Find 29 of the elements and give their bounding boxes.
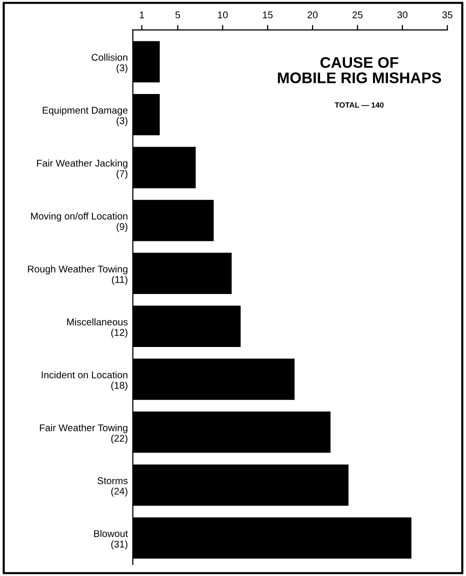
y-tick-label: Moving on/off Location — [31, 212, 128, 222]
y-tick-label: Fair Weather Towing — [40, 424, 128, 434]
x-tick-label: 30 — [397, 11, 408, 18]
x-tick-label: 1 — [140, 12, 144, 18]
y-tick-label: Fair Weather Jacking — [37, 160, 128, 169]
data-label: (22) — [111, 434, 128, 444]
x-tick-label: 10 — [218, 11, 228, 18]
x-tick-label: 35 — [442, 11, 452, 18]
data-label: (3) — [116, 117, 128, 126]
x-tick-label: 5 — [175, 12, 180, 18]
y-tick-label: Rough Weather Towing — [28, 265, 128, 274]
y-tick-label: Miscellaneous — [67, 318, 128, 326]
x-tick-label: 15 — [262, 12, 273, 18]
data-label: (31) — [111, 540, 128, 550]
y-tick-label: Collision — [92, 54, 128, 61]
data-label: (12) — [111, 328, 128, 338]
y-tick-label: Incident on Location — [42, 371, 128, 378]
y-tick-label: Storms — [98, 477, 128, 484]
text: CAUSE OF MOBILE RIG MISHAPS — [278, 57, 442, 84]
data-label: (24) — [111, 488, 128, 497]
y-tick-label: Equipment Damage — [42, 106, 128, 116]
x-tick-label: 20 — [308, 11, 318, 18]
x-tick-label: 25 — [352, 11, 362, 18]
data-label: (18) — [111, 382, 128, 391]
data-label: (11) — [112, 276, 128, 285]
data-label: (9) — [116, 222, 128, 232]
data-label: (7) — [116, 170, 128, 180]
data-label: (3) — [116, 64, 128, 74]
y-tick-label: Blowout — [94, 530, 128, 538]
